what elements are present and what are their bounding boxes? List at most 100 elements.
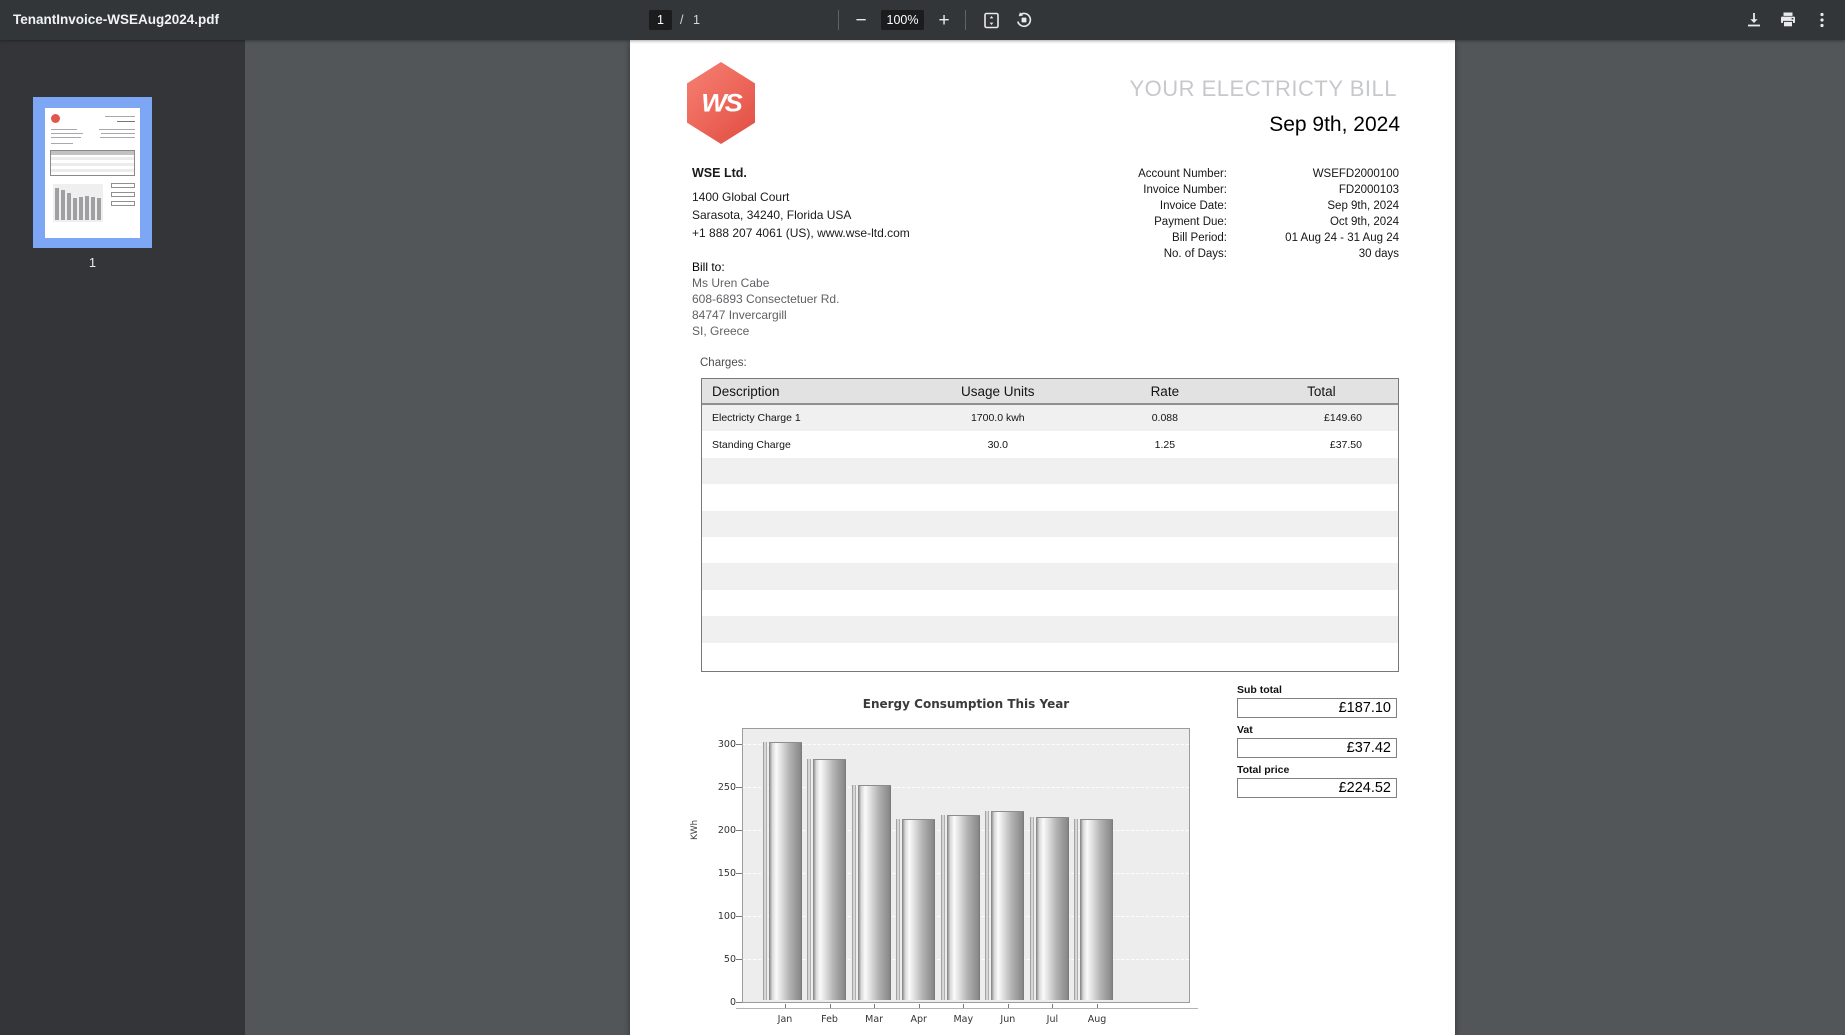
chart-bar-body xyxy=(1080,818,1114,1000)
charges-table-row xyxy=(702,643,1398,669)
total-group: Sub total £187.10 xyxy=(1237,684,1399,718)
account-info-row: Bill Period: 01 Aug 24 - 31 Aug 24 xyxy=(1138,230,1399,246)
thumbnail-chart xyxy=(53,183,103,222)
account-info-row: Invoice Date: Sep 9th, 2024 xyxy=(1138,198,1399,214)
chart-bar-body xyxy=(813,759,847,1000)
charges-column-header: Description xyxy=(712,383,780,399)
thumbnail-table xyxy=(50,149,135,176)
account-info-value: 01 Aug 24 - 31 Aug 24 xyxy=(1285,232,1399,244)
more-options-button[interactable] xyxy=(1805,0,1839,40)
charges-cell: 1700.0 kwh xyxy=(970,412,1025,425)
chart-gridline xyxy=(743,787,1189,788)
chart-title: Energy Consumption This Year xyxy=(862,697,1070,711)
chart-y-tick xyxy=(736,959,742,960)
chart-y-tick xyxy=(736,830,742,831)
chart-x-tick-label: Aug xyxy=(1087,1014,1107,1025)
thumbnail-page-number: 1 xyxy=(88,255,97,270)
chart-y-tick xyxy=(736,873,742,874)
charges-cell: Electricty Charge 1 xyxy=(712,412,801,425)
bill-to-label: Bill to: xyxy=(692,260,725,274)
charges-table-row xyxy=(702,510,1398,537)
chart-x-tick-label: Jun xyxy=(1000,1014,1016,1025)
chart-bar-body xyxy=(768,742,802,1000)
chart-bar-highlight xyxy=(1074,818,1079,1000)
account-info-row: No. of Days: 30 days xyxy=(1138,246,1399,262)
page-thumbnail[interactable] xyxy=(33,97,152,248)
total-label: Sub total xyxy=(1237,684,1282,696)
minus-icon: − xyxy=(855,9,867,31)
chart-bar xyxy=(940,815,980,1000)
account-info-label: Invoice Date: xyxy=(1159,200,1227,212)
charges-column-header: Total xyxy=(1307,383,1336,399)
total-value: £37.42 xyxy=(1237,738,1397,758)
print-icon xyxy=(1781,12,1795,28)
thumbnail-preview xyxy=(45,107,140,238)
thumbnail-sidebar: 1 xyxy=(0,40,245,1035)
chart-bar-highlight xyxy=(762,742,767,1000)
toolbar-divider xyxy=(965,10,966,30)
charges-table-row: Standing Charge 30.0 1.25 £37.50 xyxy=(702,431,1398,457)
chart-y-axis-label: KWh xyxy=(690,819,700,840)
toolbar-divider xyxy=(838,10,839,30)
chart-bar-highlight xyxy=(1029,816,1034,1000)
chart-x-tick-label: Feb xyxy=(821,1014,838,1025)
account-info-value: 30 days xyxy=(1358,248,1399,260)
chart-bar xyxy=(807,759,847,1000)
bill-title: YOUR ELECTRICTY BILL xyxy=(1129,76,1397,101)
rotate-counterclockwise-icon xyxy=(1017,12,1032,28)
charges-cell: 1.25 xyxy=(1154,438,1176,451)
chart-bar xyxy=(1074,818,1114,1000)
account-info-value: WSEFD2000100 xyxy=(1312,168,1399,180)
total-label: Vat xyxy=(1237,724,1253,736)
fit-to-page-button[interactable] xyxy=(975,0,1007,40)
company-name: WSE Ltd. xyxy=(692,166,747,180)
chart-bar-highlight xyxy=(807,759,812,1000)
account-info-row: Account Number: WSEFD2000100 xyxy=(1138,166,1399,182)
download-button[interactable] xyxy=(1737,0,1771,40)
chart-x-tick xyxy=(874,1004,876,1008)
charges-cell: Standing Charge xyxy=(712,438,791,451)
company-logo-text: WS xyxy=(701,88,742,117)
account-info-value: Oct 9th, 2024 xyxy=(1329,216,1399,228)
account-info-row: Payment Due: Oct 9th, 2024 xyxy=(1138,214,1399,230)
download-icon xyxy=(1748,13,1760,27)
charges-cell: 30.0 xyxy=(987,438,1009,451)
chart-bar-highlight xyxy=(896,819,901,1000)
chart-bar-body xyxy=(857,785,891,1000)
charges-table-row xyxy=(702,484,1398,510)
account-info-value: FD2000103 xyxy=(1338,184,1399,196)
zoom-level-input[interactable]: 100% xyxy=(881,10,924,30)
fit-to-page-icon xyxy=(983,12,999,28)
charges-table-row xyxy=(702,616,1398,643)
chart-y-tick xyxy=(736,1002,742,1003)
total-value: £224.52 xyxy=(1237,778,1397,798)
account-info-value: Sep 9th, 2024 xyxy=(1327,200,1399,212)
print-button[interactable] xyxy=(1771,0,1805,40)
chart-y-tick-label: 0 xyxy=(729,996,736,1008)
rotate-button[interactable] xyxy=(1008,0,1040,40)
chart-x-tick xyxy=(785,1004,786,1008)
chart-bar-highlight xyxy=(940,815,945,1000)
chart-x-tick-label: Apr xyxy=(910,1014,927,1025)
charges-label: Charges: xyxy=(700,357,747,369)
chart-bar-body xyxy=(991,810,1025,1000)
chart-x-axis-line xyxy=(736,1008,1198,1009)
document-filename: TenantInvoice-WSEAug2024.pdf xyxy=(13,12,220,27)
page-number-input[interactable]: 1 xyxy=(649,10,672,30)
more-options-icon xyxy=(1820,12,1824,28)
chart-x-tick-label: May xyxy=(953,1014,974,1025)
total-value: £187.10 xyxy=(1237,698,1397,718)
account-info-row: Invoice Number: FD2000103 xyxy=(1138,182,1399,198)
charges-column-header: Rate xyxy=(1150,383,1180,399)
zoom-out-button[interactable]: − xyxy=(847,0,875,40)
chart-x-tick-label: Mar xyxy=(865,1014,884,1025)
chart-y-tick xyxy=(736,787,742,788)
account-info-label: Invoice Number: xyxy=(1143,184,1227,196)
bill-to-line: 84747 Invercargill xyxy=(692,308,787,322)
charges-table-body: Electricty Charge 1 1700.0 kwh 0.088 £149.6… xyxy=(702,405,1398,669)
energy-consumption-chart: 0 50 100 150 200 250 300 Jan Feb Mar Apr May Jun Jul A… xyxy=(718,728,1198,1025)
zoom-in-button[interactable]: + xyxy=(930,0,958,40)
bill-to-block: Bill to: Ms Uren Cabe 608-6893 Consectetu… xyxy=(692,259,839,339)
chart-bar xyxy=(896,819,936,1000)
